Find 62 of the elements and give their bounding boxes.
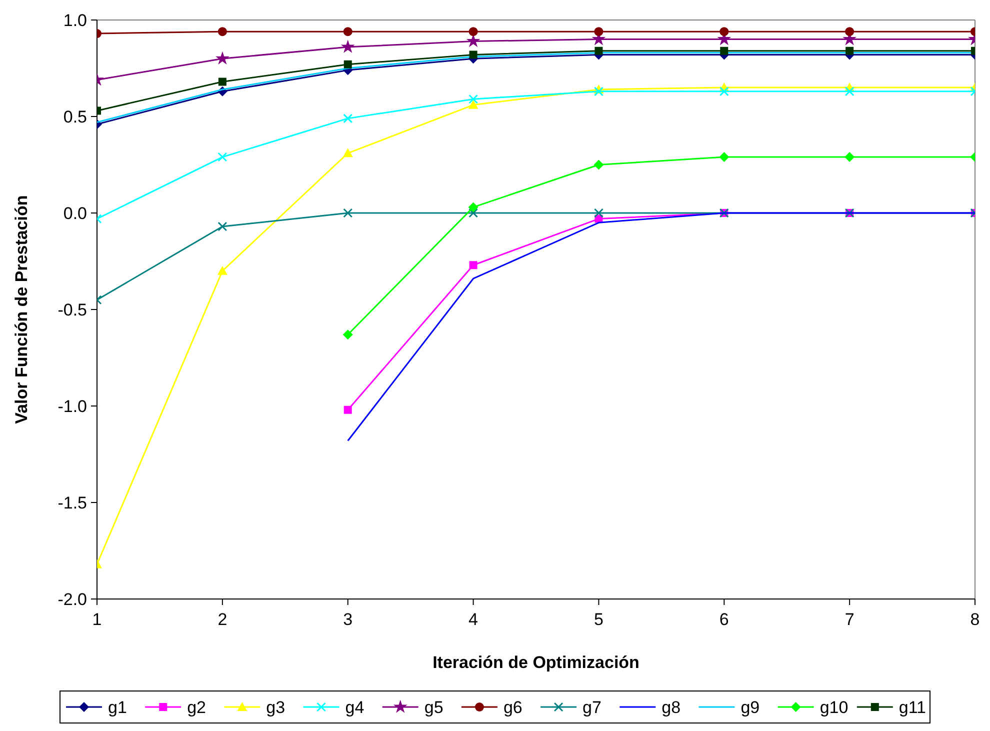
point: [594, 160, 604, 170]
point: [218, 222, 228, 232]
point: [594, 86, 604, 96]
point: [218, 152, 228, 162]
legend-label: g8: [662, 698, 681, 717]
point: [344, 406, 352, 414]
point: [343, 208, 353, 218]
point: [469, 261, 478, 270]
legend-label: g3: [266, 698, 286, 717]
point: [468, 208, 478, 218]
point: [469, 50, 478, 59]
point: [217, 266, 228, 275]
point: [343, 27, 352, 36]
legend-label: g11: [898, 698, 926, 717]
x-tick-label: 7: [844, 610, 854, 629]
x-axis-title: Iteración de Optimización: [432, 653, 640, 672]
point: [845, 27, 854, 36]
x-tick-label: 1: [92, 610, 102, 629]
legend-label: g9: [740, 698, 760, 717]
legend-label: g2: [187, 698, 206, 717]
point: [340, 40, 355, 53]
point: [218, 27, 227, 36]
legend-label: g4: [345, 698, 364, 717]
legend-label: g1: [108, 698, 127, 717]
point: [468, 202, 478, 212]
point: [468, 94, 478, 104]
point: [719, 86, 729, 96]
legend-label: g7: [582, 698, 602, 717]
point: [594, 208, 604, 218]
x-tick-label: 6: [719, 610, 729, 629]
legend-label: g5: [424, 698, 444, 717]
legend-label: g6: [503, 698, 522, 717]
point: [344, 60, 352, 68]
y-tick-label: 0.5: [63, 107, 87, 126]
y-tick-label: -2.0: [58, 590, 87, 609]
y-tick-label: 1.0: [63, 10, 87, 30]
point: [844, 86, 854, 96]
point: [468, 100, 478, 109]
x-tick-label: 5: [594, 610, 604, 629]
point: [594, 46, 603, 55]
y-axis-title: Valor Función de Prestación: [12, 195, 31, 424]
point: [720, 27, 729, 36]
point: [844, 152, 855, 162]
point: [468, 27, 478, 36]
y-tick-label: -1.0: [58, 396, 87, 416]
y-tick-label: 0.0: [63, 204, 87, 223]
point: [719, 152, 730, 162]
point: [215, 51, 230, 65]
y-tick-label: -0.5: [58, 300, 87, 320]
point: [846, 46, 854, 55]
point: [342, 148, 353, 158]
point: [342, 330, 353, 340]
point: [720, 46, 728, 55]
x-tick-label: 4: [468, 610, 478, 629]
x-tick-label: 3: [343, 610, 353, 629]
point: [594, 27, 604, 36]
point: [218, 78, 226, 86]
x-tick-label: 2: [218, 610, 228, 629]
legend-label: g10: [820, 698, 848, 717]
y-tick-label: -1.5: [58, 493, 87, 512]
point: [343, 114, 353, 124]
x-tick-label: 8: [970, 610, 980, 629]
